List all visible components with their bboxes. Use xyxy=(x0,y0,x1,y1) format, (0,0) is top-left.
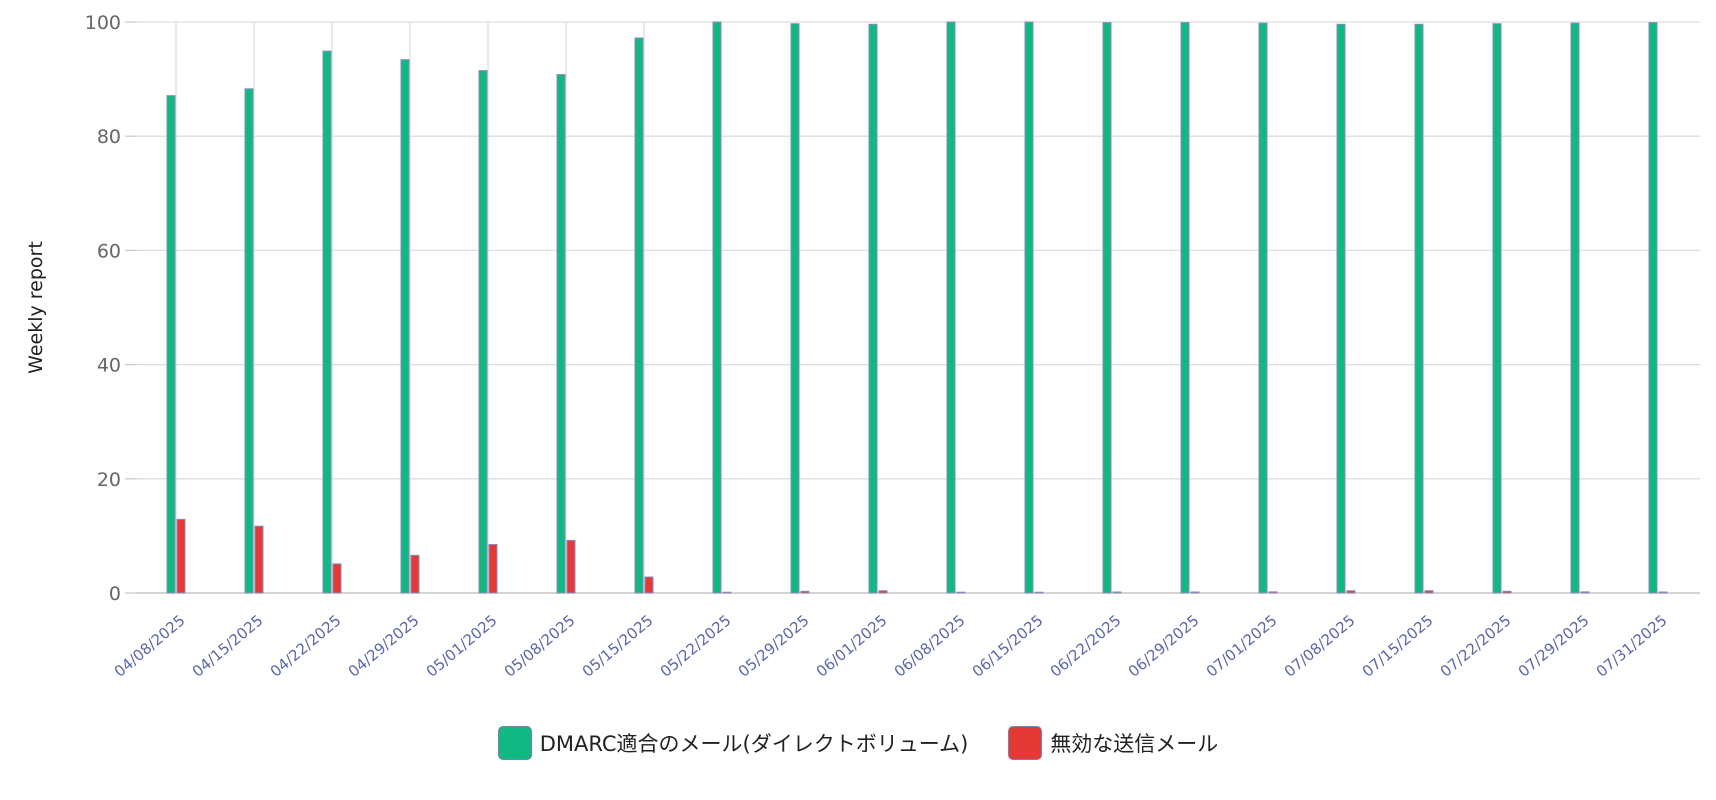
bar-invalid[interactable] xyxy=(1424,590,1434,594)
bar-invalid[interactable] xyxy=(254,525,264,594)
bar-invalid[interactable] xyxy=(566,539,576,594)
bar-invalid[interactable] xyxy=(1268,591,1278,594)
bar-dmarc[interactable] xyxy=(556,74,566,594)
bar-dmarc[interactable] xyxy=(1414,23,1424,594)
bar-invalid[interactable] xyxy=(176,518,186,594)
x-tick-label: 07/15/2025 xyxy=(1359,611,1437,680)
bar-invalid[interactable] xyxy=(1190,591,1200,594)
bar-dmarc[interactable] xyxy=(1492,23,1502,594)
legend-swatch-dmarc xyxy=(497,726,532,760)
x-tick-label: 06/15/2025 xyxy=(969,611,1047,680)
bar-dmarc[interactable] xyxy=(1648,22,1658,594)
y-tick-label: 60 xyxy=(97,240,121,262)
x-tick-label: 04/15/2025 xyxy=(189,611,267,680)
x-tick-label: 04/08/2025 xyxy=(111,611,189,680)
x-tick-label: 05/22/2025 xyxy=(657,611,735,680)
y-tick-label: 100 xyxy=(85,12,121,34)
y-tick-labels: 0 20 40 60 80 100 xyxy=(85,12,121,605)
x-tick-label: 07/31/2025 xyxy=(1593,611,1671,680)
bar-invalid[interactable] xyxy=(1346,590,1356,594)
bar-dmarc[interactable] xyxy=(868,23,878,594)
x-tick-label: 07/22/2025 xyxy=(1437,611,1515,680)
y-tick-label: 20 xyxy=(97,469,121,491)
x-tick-label: 06/22/2025 xyxy=(1047,611,1125,680)
y-tick-label: 40 xyxy=(97,355,121,377)
bar-dmarc[interactable] xyxy=(322,50,332,594)
bar-dmarc[interactable] xyxy=(400,59,410,594)
bar-invalid[interactable] xyxy=(1112,591,1122,594)
bar-dmarc[interactable] xyxy=(1258,22,1268,594)
bar-invalid[interactable] xyxy=(1580,591,1590,594)
bar-dmarc[interactable] xyxy=(1570,22,1580,594)
x-tick-label: 06/29/2025 xyxy=(1125,611,1203,680)
x-tick-label: 04/22/2025 xyxy=(267,611,345,680)
bar-chart: 0 20 40 60 80 100 04/08/2025 04/15/2025 04/22/2… xyxy=(25,12,1700,681)
bar-dmarc[interactable] xyxy=(790,23,800,594)
y-axis-label: Weekly report xyxy=(25,241,47,374)
bar-dmarc[interactable] xyxy=(1102,22,1112,594)
legend-item-dmarc[interactable]: DMARC適合のメール(ダイレクトボリューム) xyxy=(497,726,969,760)
bar-dmarc[interactable] xyxy=(1336,23,1346,594)
bar-invalid[interactable] xyxy=(1502,590,1512,594)
y-tick-label: 0 xyxy=(109,583,121,605)
bar-dmarc[interactable] xyxy=(712,21,722,594)
bar-invalid[interactable] xyxy=(488,543,498,594)
bars xyxy=(166,21,1668,594)
x-tick-label: 07/29/2025 xyxy=(1515,611,1593,680)
x-tick-label: 05/08/2025 xyxy=(501,611,579,680)
x-tick-label: 05/15/2025 xyxy=(579,611,657,680)
bar-dmarc[interactable] xyxy=(1024,21,1034,594)
bar-invalid[interactable] xyxy=(878,590,888,594)
bar-invalid[interactable] xyxy=(410,554,420,594)
bar-dmarc[interactable] xyxy=(166,95,176,594)
bar-invalid[interactable] xyxy=(722,591,732,594)
bar-dmarc[interactable] xyxy=(634,37,644,594)
x-tick-label: 06/08/2025 xyxy=(891,611,969,680)
legend-label-invalid: 無効な送信メール xyxy=(1050,732,1219,756)
bar-dmarc[interactable] xyxy=(946,21,956,594)
x-tick-labels: 04/08/2025 04/15/2025 04/22/2025 04/29/2025… xyxy=(111,611,1671,680)
x-tick-label: 07/01/2025 xyxy=(1203,611,1281,680)
legend: DMARC適合のメール(ダイレクトボリューム) 無効な送信メール xyxy=(0,726,1716,760)
x-tick-label: 04/29/2025 xyxy=(345,611,423,680)
x-tick-label: 05/01/2025 xyxy=(423,611,501,680)
bar-invalid[interactable] xyxy=(332,563,342,594)
bar-invalid[interactable] xyxy=(1034,591,1044,594)
legend-label-dmarc: DMARC適合のメール(ダイレクトボリューム) xyxy=(539,732,969,756)
x-tick-label: 06/01/2025 xyxy=(813,611,891,680)
y-tick-label: 80 xyxy=(97,126,121,148)
x-tick-label: 07/08/2025 xyxy=(1281,611,1359,680)
legend-swatch-invalid xyxy=(1008,726,1043,760)
bar-invalid[interactable] xyxy=(644,576,654,594)
bar-invalid[interactable] xyxy=(1658,591,1668,594)
bar-dmarc[interactable] xyxy=(1180,22,1190,594)
legend-item-invalid[interactable]: 無効な送信メール xyxy=(1008,726,1218,760)
bar-invalid[interactable] xyxy=(956,591,966,594)
x-tick-label: 05/29/2025 xyxy=(735,611,813,680)
bar-dmarc[interactable] xyxy=(478,70,488,594)
bar-invalid[interactable] xyxy=(800,590,810,594)
grid-layer xyxy=(125,21,1700,594)
bar-dmarc[interactable] xyxy=(244,88,254,594)
